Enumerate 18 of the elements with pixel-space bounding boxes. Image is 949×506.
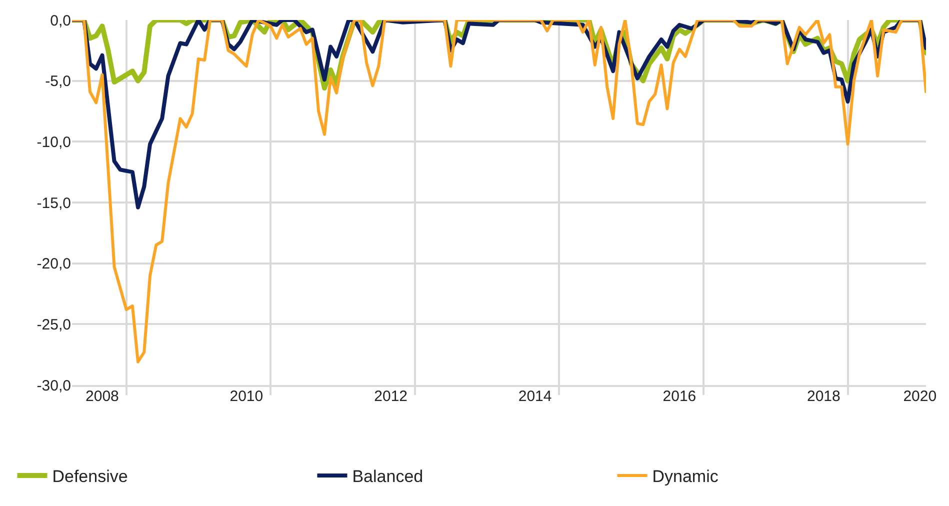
legend-label: Balanced bbox=[352, 467, 424, 486]
y-tick-label: -15,0 bbox=[36, 194, 71, 212]
y-tick-label: -20,0 bbox=[36, 256, 71, 273]
y-tick-label: 0,0 bbox=[50, 12, 71, 30]
line-series bbox=[72, 20, 926, 364]
y-tick-label: -5,0 bbox=[45, 73, 71, 90]
x-tick-label: 2010 bbox=[230, 388, 264, 405]
x-tick-label: 2012 bbox=[374, 388, 408, 405]
y-tick-label: -30,0 bbox=[36, 377, 71, 394]
x-tick-label: 2014 bbox=[518, 388, 552, 405]
y-tick-label: -10,0 bbox=[36, 134, 71, 151]
x-tick-label: 2018 bbox=[806, 388, 840, 405]
legend-label: Dynamic bbox=[652, 467, 719, 486]
x-tick-label: 2008 bbox=[86, 388, 119, 405]
legend-label: Defensive bbox=[52, 467, 128, 486]
x-tick-label: 2020 bbox=[903, 388, 937, 405]
x-tick-label: 2016 bbox=[662, 388, 696, 405]
y-tick-label: -25,0 bbox=[36, 316, 71, 334]
